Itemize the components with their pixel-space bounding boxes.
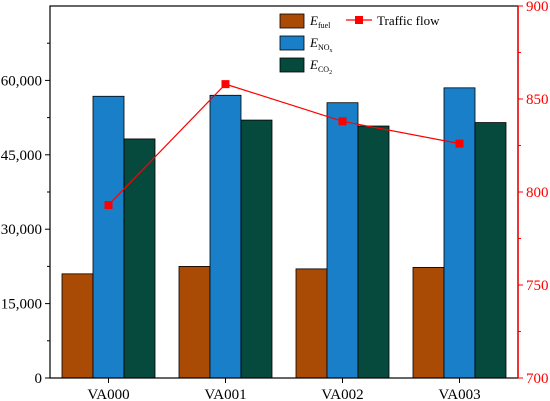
left-tick-label: 45,000 (1, 148, 42, 164)
traffic-flow-line (108, 83, 460, 206)
traffic-flow-point-va003 (455, 139, 464, 148)
bar-series-1-va002 (295, 268, 328, 379)
traffic-flow-point-va001 (221, 80, 230, 89)
legend: Efuel ENOx ECO2 Traffic flow (279, 13, 440, 76)
right-tick-label: 750 (526, 278, 549, 294)
bar-series-2-va002 (326, 102, 359, 379)
bar-series-3-va000 (123, 138, 156, 379)
legend-label-traffic-flow: Traffic flow (377, 13, 440, 28)
left-tick-label: 0 (35, 371, 43, 387)
bar-series-3-va003 (474, 122, 507, 379)
bars-layer (61, 87, 507, 379)
traffic-flow-line-layer (104, 80, 464, 210)
bar-series-1-va001 (178, 265, 211, 379)
bar-series-1-va000 (61, 273, 94, 379)
traffic-flow-point-va002 (338, 117, 347, 126)
legend-label-series-3: ECO2 (309, 57, 332, 76)
x-tick-label-va003: VA003 (438, 387, 480, 401)
x-tick-label-va000: VA000 (87, 387, 129, 401)
right-tick-label: 900 (526, 0, 549, 15)
legend-swatch-series-3 (279, 57, 305, 73)
left-tick-label: 60,000 (1, 73, 42, 89)
x-tick-label-va001: VA001 (204, 387, 246, 401)
right-tick-label: 800 (526, 185, 549, 201)
legend-label-series-2: ENOx (309, 35, 333, 54)
legend-marker-traffic-flow (355, 16, 363, 24)
bar-series-2-va003 (443, 87, 476, 379)
right-tick-label: 850 (526, 92, 549, 108)
legend-swatch-series-2 (279, 35, 305, 51)
bar-series-2-va000 (92, 95, 125, 379)
legend-label-series-1: Efuel (309, 13, 331, 30)
x-tick-label-va002: VA002 (321, 387, 363, 401)
bar-series-1-va003 (412, 266, 445, 379)
right-tick-label: 700 (526, 371, 549, 387)
traffic-flow-point-va000 (104, 201, 113, 210)
bar-series-3-va002 (357, 125, 390, 379)
left-tick-label: 15,000 (1, 297, 42, 313)
bar-series-2-va001 (209, 94, 242, 379)
legend-swatch-series-1 (279, 13, 305, 29)
bar-series-3-va001 (240, 119, 273, 379)
left-tick-label: 30,000 (1, 222, 42, 238)
